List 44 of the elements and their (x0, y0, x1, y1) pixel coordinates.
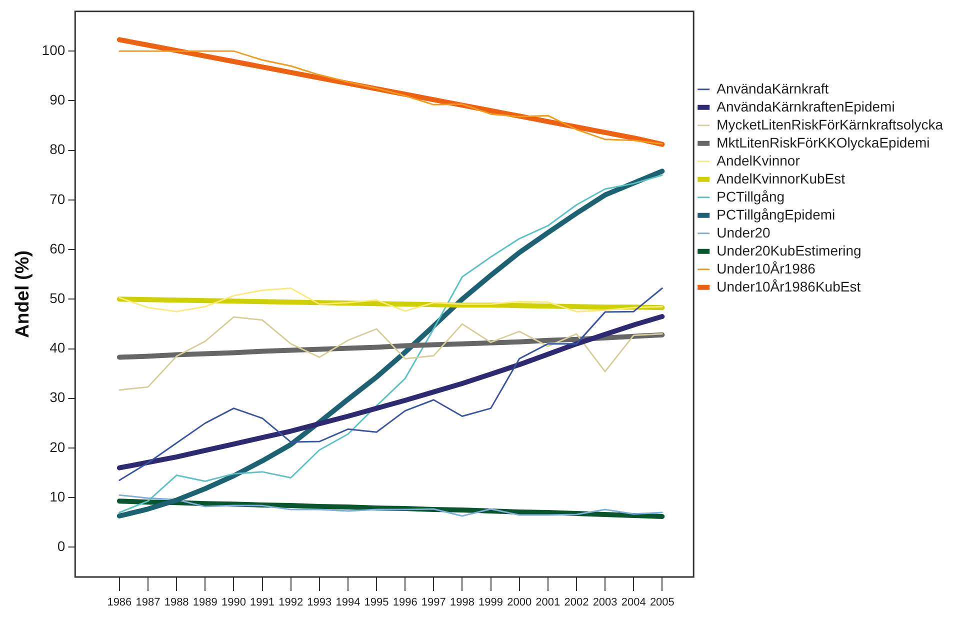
y-tick-label: 40 (50, 340, 66, 356)
y-tick-label: 100 (42, 42, 66, 58)
x-tick-label: 2004 (621, 596, 646, 609)
x-tick-label: 1986 (107, 596, 132, 609)
y-tick-label: 20 (50, 438, 66, 455)
y-tick-label: 0 (57, 538, 66, 554)
y-tick-label: 30 (50, 389, 66, 406)
x-tick-label: 2001 (536, 596, 560, 609)
y-tick-label: 70 (50, 190, 66, 207)
x-tick-label: 2000 (507, 596, 532, 609)
legend-label: PCTillgångEpidemi (716, 206, 836, 222)
y-tick-label: 10 (50, 488, 66, 504)
legend-label: AndelKvinnorKubEst (716, 170, 846, 186)
x-tick-label: 1989 (192, 596, 218, 609)
legend-label: Under10År1986KubEst (716, 278, 861, 294)
y-tick-label: 90 (50, 92, 66, 108)
x-tick-label: 1987 (136, 596, 160, 609)
y-tick-label: 80 (50, 141, 66, 158)
legend-label: AnvändaKärnkraftenEpidemi (716, 98, 895, 114)
x-tick-label: 1988 (164, 596, 189, 609)
legend-label: AndelKvinnor (716, 152, 800, 168)
x-tick-label: 1992 (278, 596, 304, 609)
legend-label: MycketLitenRiskFörKärnkraftsolycka (716, 116, 944, 132)
legend-label: AnvändaKärnkraft (716, 80, 829, 96)
x-tick-label: 1997 (421, 596, 446, 609)
x-tick-label: 2003 (592, 596, 618, 609)
legend-label: PCTillgång (716, 188, 785, 204)
x-tick-label: 1994 (336, 596, 360, 609)
y-axis-title: Andel (%) (12, 250, 34, 338)
legend-label: Under20 (716, 224, 771, 240)
x-tick-label: 1998 (450, 596, 474, 609)
x-tick-label: 1995 (364, 596, 389, 609)
x-tick-label: 2002 (564, 596, 589, 609)
x-tick-label: 1990 (221, 596, 246, 609)
x-tick-label: 1991 (250, 596, 275, 609)
legend-label: MktLitenRiskFörKKOlyckaEpidemi (716, 134, 930, 150)
y-tick-label: 50 (50, 290, 66, 306)
x-tick-label: 1993 (307, 596, 332, 609)
x-tick-label: 2005 (650, 596, 674, 609)
legend-label: Under20KubEstimering (716, 242, 862, 258)
y-tick-label: 60 (50, 240, 66, 256)
legend-label: Under10År1986 (716, 260, 816, 276)
x-tick-label: 1996 (392, 596, 418, 609)
x-tick-label: 1999 (478, 596, 504, 609)
